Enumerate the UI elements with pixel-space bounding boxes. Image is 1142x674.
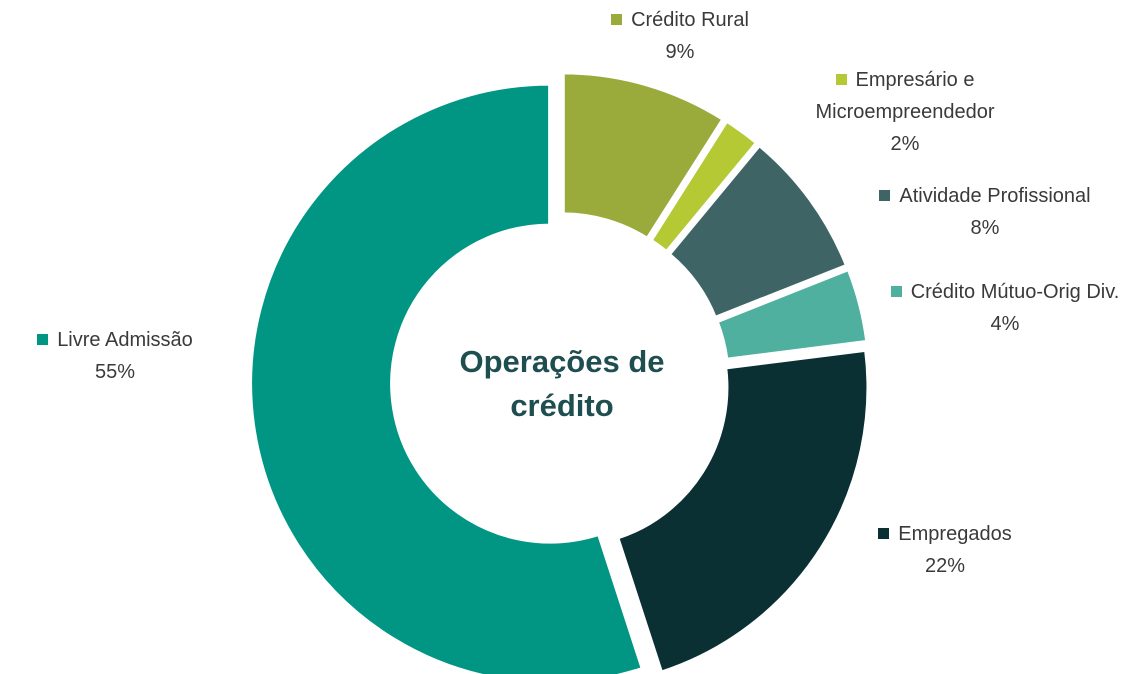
legend-swatch — [835, 74, 847, 85]
donut-slice — [560, 70, 727, 242]
slice-label: Empregados 22% — [845, 518, 1045, 582]
legend-swatch — [37, 334, 49, 345]
donut-slice — [647, 117, 760, 255]
legend-swatch — [879, 190, 891, 201]
slice-label: Crédito Mútuo-Orig Div. 4% — [875, 276, 1135, 340]
slice-label: Empresário e Microempreendedor 2% — [770, 64, 1040, 160]
value-label: 55% — [94, 361, 136, 383]
slice-label: Atividade Profissional 8% — [835, 180, 1135, 244]
donut-slice — [248, 81, 646, 674]
donut-slice — [614, 347, 871, 674]
donut-slice — [713, 266, 870, 362]
value-label: 4% — [990, 313, 1020, 335]
category-name: Livre Admissão — [57, 329, 193, 351]
slice-label: Crédito Rural 9% — [580, 4, 780, 68]
donut-slice — [665, 142, 850, 321]
legend-swatch — [878, 528, 890, 539]
category-name: Crédito Rural — [631, 9, 749, 31]
value-label: 8% — [970, 217, 1000, 239]
legend-swatch — [611, 14, 623, 25]
category-name: Crédito Mútuo-Orig Div. — [910, 281, 1120, 303]
category-name: Empregados — [898, 523, 1012, 545]
value-label: 22% — [924, 555, 966, 577]
category-name: Atividade Profissional — [899, 185, 1091, 207]
value-label: 9% — [665, 41, 695, 63]
category-name: Empresário e Microempreendedor — [815, 69, 995, 123]
legend-swatch — [890, 286, 902, 297]
slice-label: Livre Admissão 55% — [0, 324, 235, 388]
value-label: 2% — [890, 133, 920, 155]
center-label: Operações de crédito — [459, 344, 665, 423]
